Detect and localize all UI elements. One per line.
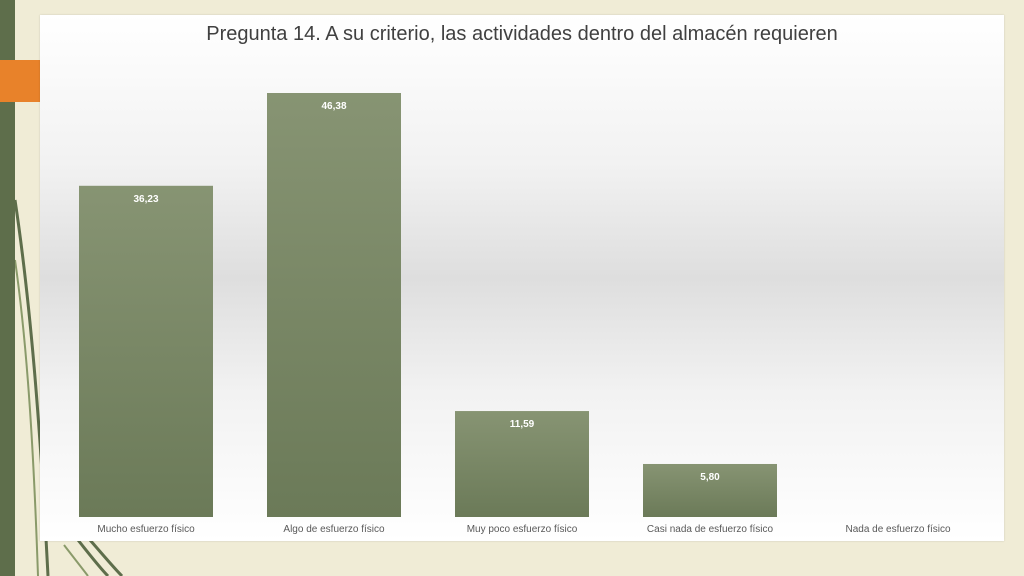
category-label-3: Muy poco esfuerzo físico bbox=[467, 524, 578, 535]
category-label-1: Mucho esfuerzo físico bbox=[97, 524, 195, 535]
data-label-1: 36,23 bbox=[133, 194, 158, 205]
category-label-2: Algo de esfuerzo físico bbox=[283, 524, 385, 535]
category-label-5: Nada de esfuerzo físico bbox=[845, 524, 950, 535]
category-label-4: Casi nada de esfuerzo físico bbox=[647, 524, 774, 535]
bar-3 bbox=[455, 411, 589, 517]
bar-4 bbox=[643, 463, 777, 517]
data-label-4: 5,80 bbox=[700, 472, 720, 483]
left-accent-band bbox=[0, 0, 15, 576]
orange-accent-tab bbox=[0, 60, 40, 102]
data-label-5: 0,00 bbox=[888, 525, 908, 536]
bar-chart: 36,23 Mucho esfuerzo físico 46,38 Algo de e… bbox=[79, 93, 951, 536]
data-label-3: 11,59 bbox=[510, 419, 535, 430]
bar-2 bbox=[267, 93, 401, 517]
data-label-2: 46,38 bbox=[321, 101, 346, 112]
bar-1 bbox=[79, 185, 213, 518]
chart-title: Pregunta 14. A su criterio, las activida… bbox=[206, 23, 838, 45]
chart-panel: Pregunta 14. A su criterio, las activida… bbox=[40, 15, 1004, 541]
